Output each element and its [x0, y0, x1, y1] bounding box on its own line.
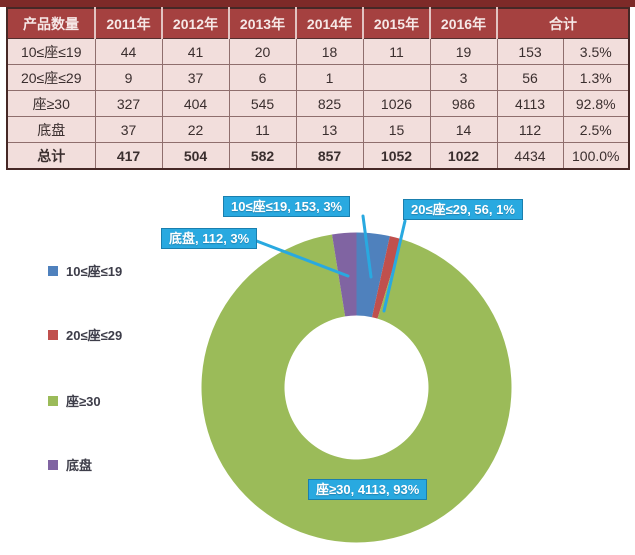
cell-percent: 100.0%	[562, 142, 630, 170]
product-quantity-table: 产品数量 2011年 2012年 2013年 2014年 2015年 2016年…	[6, 7, 630, 170]
pie-slice-2	[201, 234, 512, 543]
callout-leader-line-blue	[361, 214, 373, 279]
cell: 857	[295, 142, 364, 170]
cell	[362, 64, 431, 91]
table-row-seats-30plus: 座≥30 327 404 545 825 1026 986 4113 92.8%	[6, 90, 630, 117]
legend-label: 底盘	[66, 458, 93, 473]
header-2014: 2014年	[295, 7, 364, 39]
header-2015: 2015年	[362, 7, 431, 39]
callout-leader-line-purple	[252, 238, 350, 278]
header-product-quantity: 产品数量	[6, 7, 96, 39]
row-label: 座≥30	[6, 90, 96, 117]
cell: 545	[228, 90, 297, 117]
cell: 1	[295, 64, 364, 91]
cell: 1026	[362, 90, 431, 117]
cell: 417	[94, 142, 163, 170]
pie-slice-0	[356, 232, 390, 318]
header-2011: 2011年	[94, 7, 163, 39]
cell: 327	[94, 90, 163, 117]
top-accent-bar	[0, 0, 635, 7]
legend-color-swatch	[48, 329, 58, 340]
legend-item-seats-20-29: 20≤座≤29	[48, 325, 122, 344]
cell: 22	[161, 116, 230, 143]
cell: 11	[228, 116, 297, 143]
cell: 15	[362, 116, 431, 143]
callout-leader-line-red	[382, 219, 407, 313]
donut-slices	[201, 232, 512, 543]
callout-label-seats-20-29: 20≤座≤29, 56, 1%	[403, 199, 523, 220]
cell: 41	[161, 38, 230, 65]
header-2013: 2013年	[228, 7, 297, 39]
cell-percent: 2.5%	[562, 116, 630, 143]
callout-label-seats-30plus: 座≥30, 4113, 93%	[308, 479, 428, 500]
row-label: 20≤座≤29	[6, 64, 96, 91]
cell: 37	[161, 64, 230, 91]
cell-percent: 1.3%	[562, 64, 630, 91]
cell: 986	[429, 90, 498, 117]
cell: 504	[161, 142, 230, 170]
callout-label-seats-10-19: 10≤座≤19, 153, 3%	[223, 196, 351, 217]
cell: 1052	[362, 142, 431, 170]
cell: 13	[295, 116, 364, 143]
legend-item-seats-10-19: 10≤座≤19	[48, 261, 122, 280]
cell: 19	[429, 38, 498, 65]
table-row-seats-10-19: 10≤座≤19 44 41 20 18 11 19 153 3.5%	[6, 38, 630, 65]
table-row-grand-total: 总计 417 504 582 857 1052 1022 4434 100.0%	[6, 142, 630, 170]
cell: 18	[295, 38, 364, 65]
cell-total: 56	[496, 64, 564, 91]
cell-total: 153	[496, 38, 564, 65]
legend-label: 10≤座≤19	[66, 264, 123, 279]
cell: 14	[429, 116, 498, 143]
cell: 11	[362, 38, 431, 65]
row-label: 10≤座≤19	[6, 38, 96, 65]
header-total: 合计	[496, 7, 630, 39]
header-2012: 2012年	[161, 7, 230, 39]
cell-total: 4434	[496, 142, 564, 170]
row-label: 总计	[6, 142, 96, 170]
cell: 3	[429, 64, 498, 91]
pie-slice-1	[371, 236, 402, 319]
cell: 20	[228, 38, 297, 65]
cell: 582	[228, 142, 297, 170]
legend-color-swatch	[48, 459, 58, 470]
table-header-row: 产品数量 2011年 2012年 2013年 2014年 2015年 2016年…	[6, 7, 630, 39]
cell: 9	[94, 64, 163, 91]
cell-total: 4113	[496, 90, 564, 117]
cell: 1022	[429, 142, 498, 170]
cell: 6	[228, 64, 297, 91]
row-label: 底盘	[6, 116, 96, 143]
cell: 37	[94, 116, 163, 143]
legend-color-swatch	[48, 395, 58, 406]
cell-total: 112	[496, 116, 564, 143]
table-row-seats-20-29: 20≤座≤29 9 37 6 1 3 56 1.3%	[6, 64, 630, 91]
legend-label: 20≤座≤29	[66, 328, 123, 343]
legend-label: 座≥30	[66, 394, 101, 409]
cell-percent: 3.5%	[562, 38, 630, 65]
callout-label-chassis: 底盘, 112, 3%	[161, 228, 258, 249]
legend-item-seats-30plus: 座≥30	[48, 391, 101, 410]
legend-color-swatch	[48, 265, 58, 276]
cell-percent: 92.8%	[562, 90, 630, 117]
header-2016: 2016年	[429, 7, 498, 39]
table-row-chassis: 底盘 37 22 11 13 15 14 112 2.5%	[6, 116, 630, 143]
legend-item-chassis: 底盘	[48, 455, 92, 474]
cell: 404	[161, 90, 230, 117]
cell: 44	[94, 38, 163, 65]
cell: 825	[295, 90, 364, 117]
